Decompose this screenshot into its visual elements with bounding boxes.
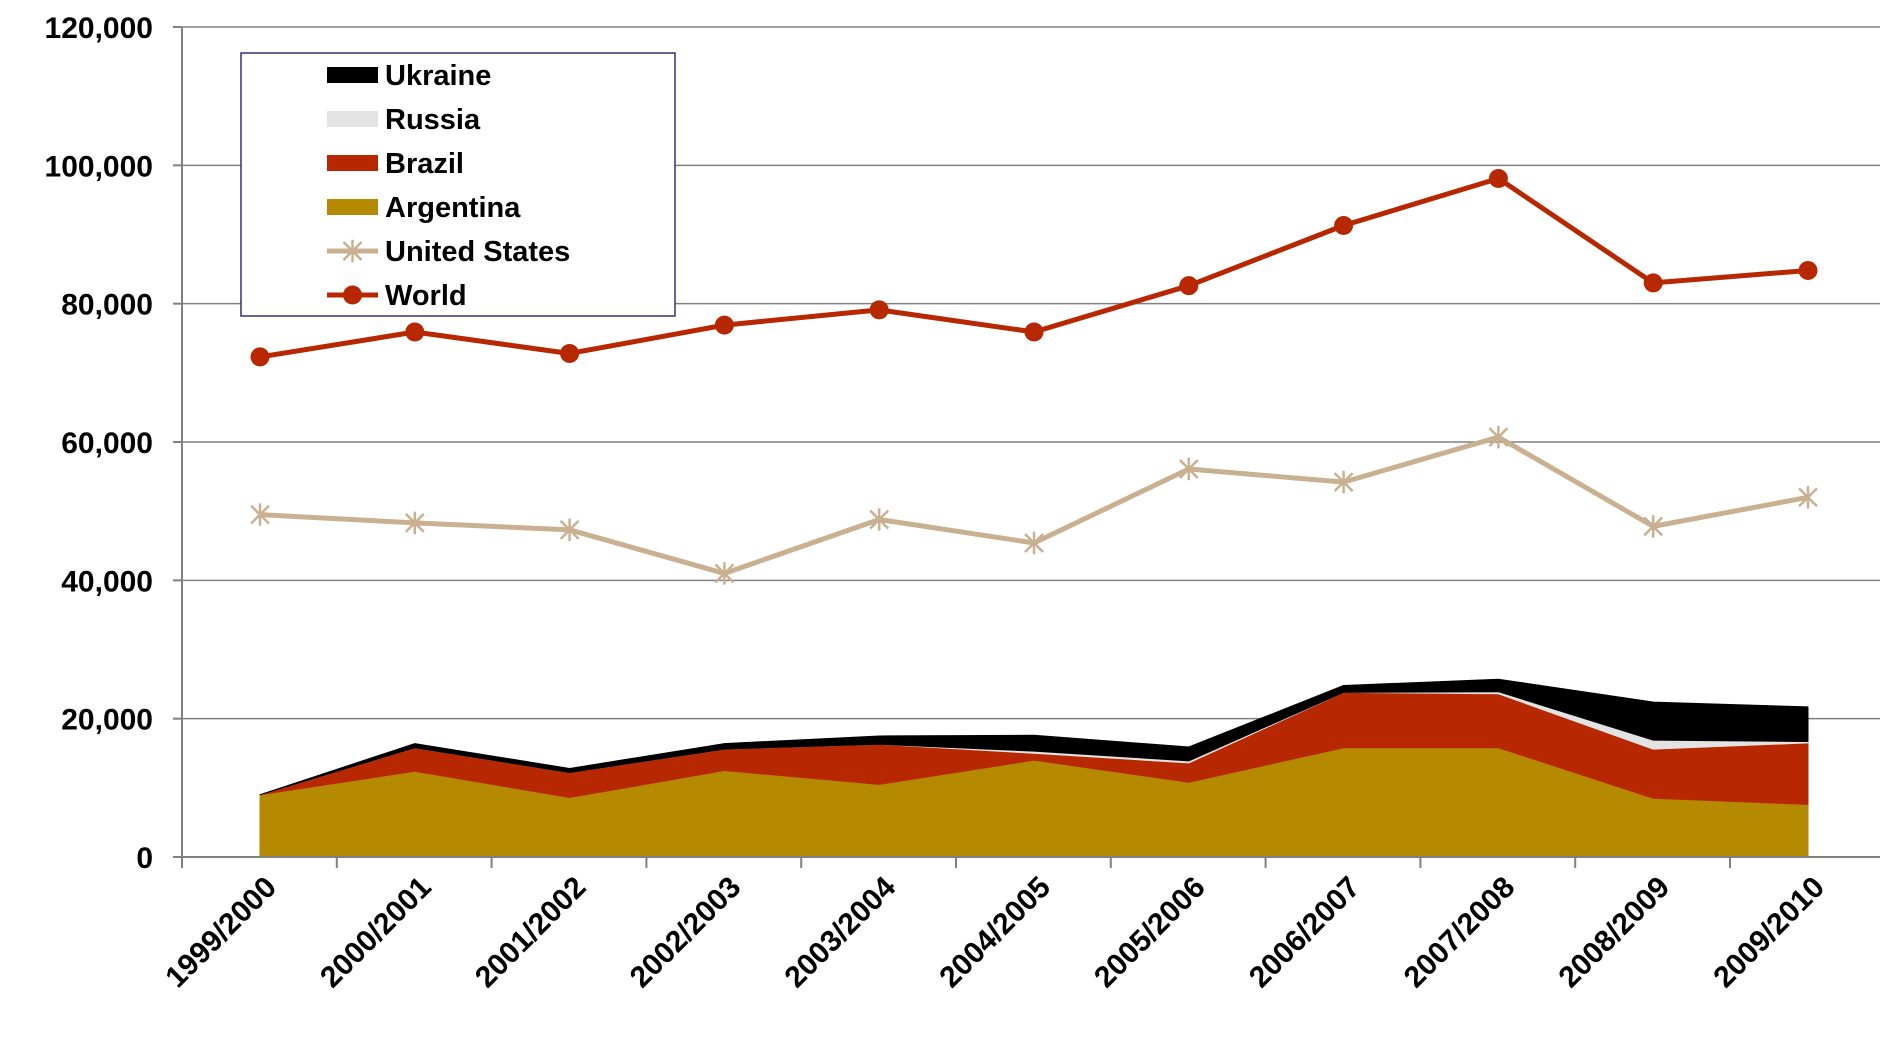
legend-box xyxy=(240,52,676,317)
y-tick-label: 20,000 xyxy=(61,704,153,737)
point-world xyxy=(405,322,425,342)
y-tick-label: 40,000 xyxy=(61,565,153,598)
x-tick-label: 2007/2008 xyxy=(1398,871,1522,995)
y-tick-label: 120,000 xyxy=(45,12,153,45)
point-world xyxy=(1643,273,1663,293)
point-world xyxy=(869,300,889,320)
legend-item-ukraine: Ukraine xyxy=(327,60,491,92)
legend-marker xyxy=(343,285,362,305)
y-tick-label: 80,000 xyxy=(61,289,153,322)
x-tick-label: 1999/2000 xyxy=(159,871,283,995)
legend-label: Brazil xyxy=(385,148,464,180)
legend-label: Argentina xyxy=(385,192,521,224)
x-tick-label: 2008/2009 xyxy=(1553,871,1677,995)
point-world xyxy=(1488,168,1508,188)
point-united-states xyxy=(1488,425,1509,449)
point-world xyxy=(714,315,734,335)
x-tick-label: 2003/2004 xyxy=(779,870,903,994)
x-tick-label: 2006/2007 xyxy=(1243,871,1367,995)
x-tick-label: 2009/2010 xyxy=(1707,871,1831,995)
y-tick-label: 100,000 xyxy=(45,150,153,183)
legend-item-argentina: Argentina xyxy=(327,192,521,224)
x-tick-label: 2005/2006 xyxy=(1088,871,1212,995)
point-united-states xyxy=(404,511,425,535)
x-axis-tick-labels: 1999/2000 2000/2001 2001/2002 2002/2003 2003… xyxy=(159,870,1831,994)
point-united-states xyxy=(1024,531,1044,555)
y-tick-label: 60,000 xyxy=(61,427,153,460)
point-world xyxy=(1024,322,1044,342)
legend-label: Ukraine xyxy=(385,60,491,92)
legend-label: World xyxy=(385,280,467,312)
point-united-states xyxy=(869,508,890,531)
legend-swatch xyxy=(327,199,378,215)
legend-swatch xyxy=(327,67,378,83)
legend-swatch xyxy=(327,155,378,171)
x-tick-label: 2004/2005 xyxy=(933,871,1057,995)
area-ukraine xyxy=(259,678,1809,796)
point-united-states xyxy=(1178,457,1199,481)
axes xyxy=(173,26,1880,868)
point-united-states xyxy=(250,503,270,526)
point-world xyxy=(560,343,580,363)
legend-marker xyxy=(342,239,363,263)
legend-label: Russia xyxy=(385,104,481,136)
x-tick-label: 2002/2003 xyxy=(624,871,748,995)
legend-swatch xyxy=(327,111,378,127)
point-united-states xyxy=(559,518,580,542)
point-world xyxy=(1334,216,1354,236)
x-tick-label: 2000/2001 xyxy=(314,871,438,995)
line-series xyxy=(250,168,1818,585)
point-world xyxy=(1179,276,1199,296)
legend-label: United States xyxy=(385,236,570,268)
point-united-states xyxy=(714,562,735,585)
point-world xyxy=(250,347,270,367)
legend-item-russia: Russia xyxy=(327,104,481,136)
legend-item-united-states: United States xyxy=(327,236,570,268)
x-tick-label: 2001/2002 xyxy=(469,871,593,995)
legend: Ukraine Russia Brazil Argentina United State… xyxy=(240,52,676,317)
point-world xyxy=(1798,260,1818,280)
legend-item-brazil: Brazil xyxy=(327,148,464,180)
point-united-states xyxy=(1798,486,1818,509)
stacked-areas xyxy=(259,678,1809,858)
y-axis-tick-labels: 0 20,000 40,000 60,000 80,000 100,000 120,000 xyxy=(45,12,153,875)
y-tick-label: 0 xyxy=(136,842,153,875)
point-united-states xyxy=(1643,515,1664,538)
legend-item-world: World xyxy=(327,280,467,312)
point-united-states xyxy=(1333,470,1354,494)
